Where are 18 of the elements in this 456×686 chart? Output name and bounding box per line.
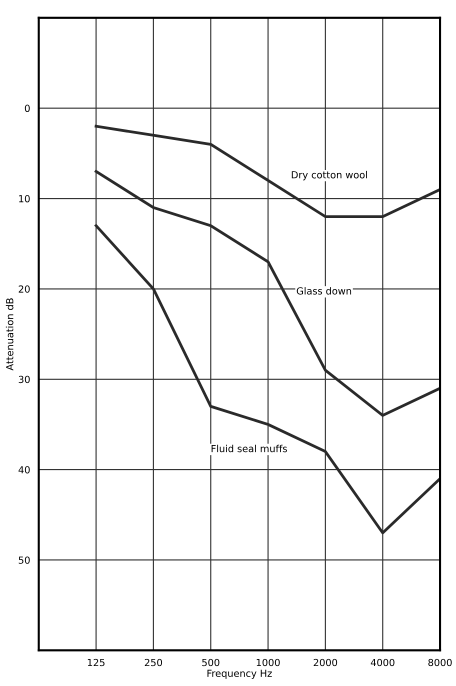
y-tick-label: 50 — [18, 556, 30, 564]
y-tick-label: 30 — [18, 376, 30, 384]
x-axis-title: Frequency Hz — [207, 670, 272, 679]
y-tick-label: 0 — [24, 104, 30, 112]
y-tick-label: 40 — [18, 466, 30, 474]
y-tick-label: 20 — [18, 285, 30, 293]
x-tick-label: 250 — [144, 658, 162, 666]
x-tick-label: 1000 — [256, 658, 280, 666]
series-label: Glass down — [296, 287, 352, 295]
y-axis-title: Attenuation dB — [6, 298, 14, 370]
x-tick-label: 2000 — [314, 658, 338, 666]
x-tick-label: 4000 — [370, 658, 394, 666]
x-tick-label: 125 — [88, 658, 105, 666]
x-tick-label: 500 — [202, 658, 220, 666]
series-label: Fluid seal muffs — [212, 444, 287, 452]
series-label: Dry cotton wool — [292, 170, 367, 180]
y-tick-label: 10 — [19, 195, 30, 202]
x-tick-label: 8000 — [428, 658, 452, 666]
